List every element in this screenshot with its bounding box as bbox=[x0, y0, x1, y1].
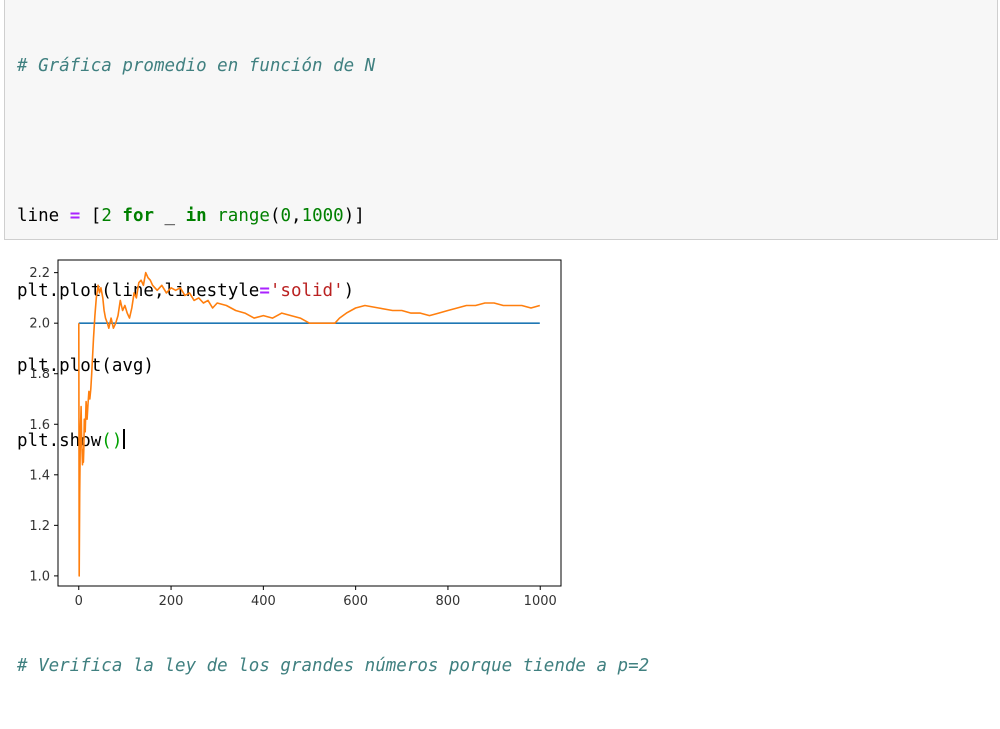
code-cell[interactable]: # Gráfica promedio en función de N line … bbox=[4, 0, 998, 676]
series-line-2 bbox=[78, 271, 541, 577]
x-tick-label: 200 bbox=[159, 594, 184, 609]
x-tick-label: 0 bbox=[75, 594, 83, 609]
plot-frame bbox=[57, 259, 562, 587]
blank-line bbox=[17, 129, 649, 154]
y-tick-label: 2.0 bbox=[29, 317, 50, 332]
y-tick-label: 1.4 bbox=[29, 468, 50, 483]
code-line: line = [2 for _ in range(0,1000)] bbox=[17, 206, 365, 226]
plot-series bbox=[78, 271, 541, 577]
text-cursor bbox=[123, 429, 126, 449]
x-tick-label: 400 bbox=[251, 594, 276, 609]
x-axis: 0 200 400 600 800 1000 bbox=[75, 586, 557, 609]
x-tick-label: 600 bbox=[343, 594, 368, 609]
y-axis: 1.0 1.2 1.4 1.6 1.8 2.0 2.2 bbox=[29, 266, 58, 584]
y-tick-label: 2.2 bbox=[29, 266, 50, 281]
code-line: plt.plot(avg) bbox=[17, 356, 154, 376]
line-chart: 0 200 400 600 800 1000 1.0 1.2 1.4 1.6 1.8 2.0 2.2 bbox=[29, 259, 562, 609]
cell-output: 0 200 400 600 800 1000 1.0 1.2 1.4 1.6 1.8 2.0 2.2 bbox=[0, 240, 1000, 631]
x-tick-label: 800 bbox=[436, 594, 461, 609]
y-tick-label: 1.6 bbox=[29, 418, 50, 433]
y-tick-label: 1.0 bbox=[29, 569, 50, 584]
x-tick-label: 1000 bbox=[524, 594, 557, 609]
code-comment: # Verifica la ley de los grandes números… bbox=[17, 656, 650, 676]
y-tick-label: 1.2 bbox=[29, 519, 50, 534]
y-tick-label: 1.8 bbox=[29, 367, 50, 382]
code-comment: # Gráfica promedio en función de N bbox=[17, 56, 376, 76]
